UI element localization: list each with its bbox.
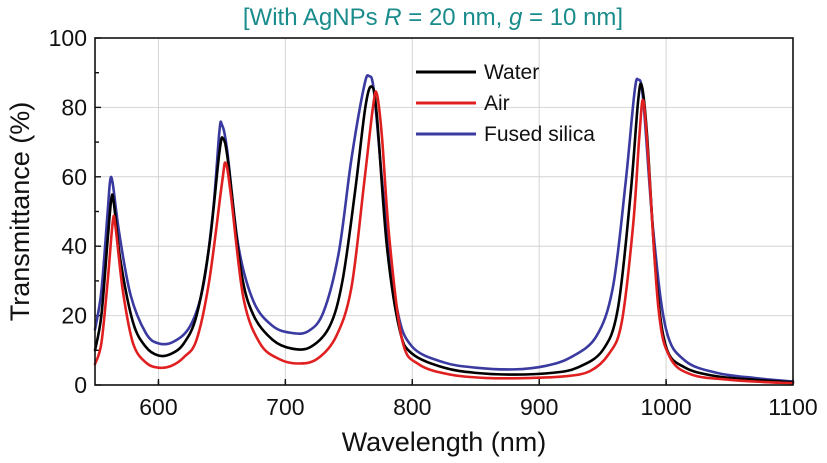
y-tick-label: 0 (74, 372, 87, 398)
y-tick-label: 80 (61, 94, 87, 120)
chart-title-r-symbol: R (384, 4, 401, 31)
legend-label-air: Air (484, 92, 510, 115)
chart-title-g-value: = 10 nm] (522, 4, 623, 31)
series-line-water (93, 82, 795, 384)
x-tick-label: 900 (520, 394, 558, 420)
chart-title: [With AgNPs R = 20 nm, g = 10 nm] (243, 4, 623, 31)
chart-title-r-value: = 20 nm, (402, 4, 509, 31)
series-line-air (93, 90, 795, 385)
x-tick-label: 1100 (768, 394, 817, 420)
legend-label-fused-silica: Fused silica (484, 123, 595, 146)
x-tick-label: 600 (139, 394, 177, 420)
chart-title-prefix: [With AgNPs (243, 4, 384, 31)
x-tick-label: 1000 (641, 394, 692, 420)
series-line-fused-silica (93, 73, 795, 383)
x-axis-label: Wavelength (nm) (342, 427, 547, 457)
x-tick-label: 700 (266, 394, 304, 420)
y-tick-label: 60 (61, 164, 87, 190)
legend: Water Air Fused silica (416, 61, 595, 146)
plot-frame (94, 37, 794, 386)
y-tick-label: 100 (49, 25, 87, 51)
tick-labels: 600 700 800 900 1000 1100 0 20 40 60 80 100 (49, 25, 818, 420)
y-tick-label: 40 (61, 233, 87, 259)
chart-title-g-symbol: g (509, 4, 523, 31)
legend-label-water: Water (484, 61, 539, 84)
series-lines (93, 73, 795, 385)
y-tick-label: 20 (61, 303, 87, 329)
y-axis-label: Transmittance (%) (5, 102, 35, 322)
x-tick-label: 800 (393, 394, 431, 420)
